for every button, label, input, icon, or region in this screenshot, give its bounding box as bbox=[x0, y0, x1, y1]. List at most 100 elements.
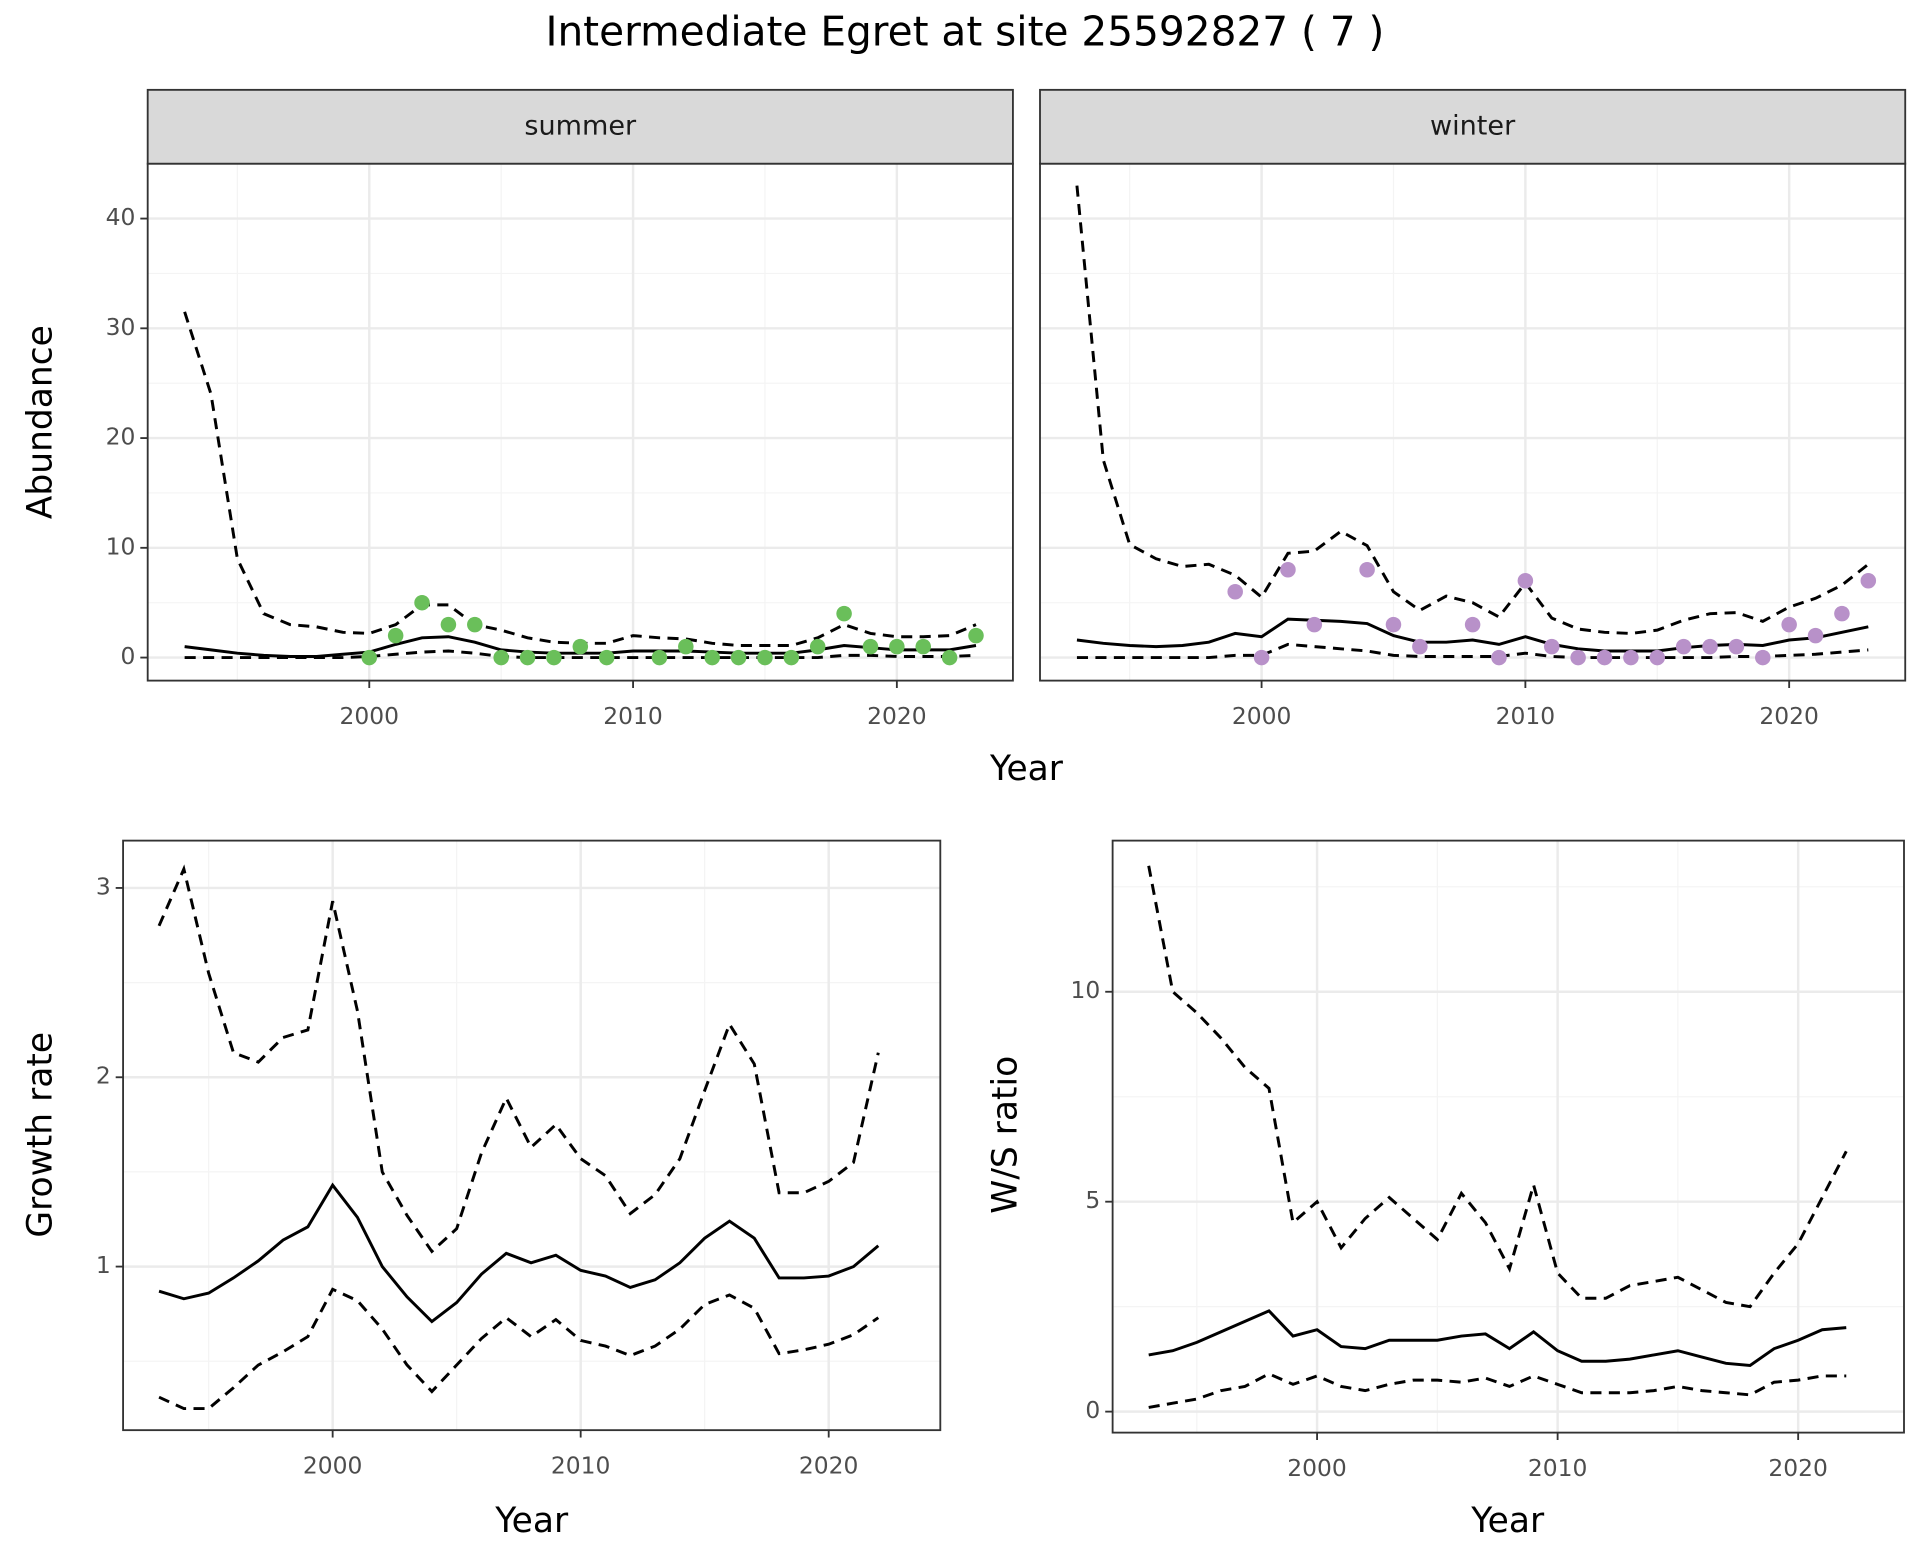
point bbox=[915, 638, 931, 655]
y-tick-label: 0 bbox=[121, 642, 136, 670]
point bbox=[1755, 649, 1771, 666]
point bbox=[889, 638, 905, 655]
x-tick-label: 2020 bbox=[1768, 1454, 1828, 1482]
point bbox=[1596, 649, 1613, 666]
interval-line bbox=[1076, 642, 1869, 660]
point bbox=[651, 649, 668, 666]
point bbox=[467, 616, 483, 633]
facet-strip bbox=[1039, 88, 1907, 165]
y-tick-label: 10 bbox=[106, 532, 136, 560]
point bbox=[1807, 627, 1824, 644]
y-tick-label: 1 bbox=[96, 1251, 111, 1279]
panel: 2000 2010 2020 0 5 10 Year W/S ratio bbox=[985, 839, 1905, 1541]
y-tick-label: 5 bbox=[1085, 1186, 1100, 1214]
y-tick-label: 0 bbox=[1085, 1396, 1100, 1424]
figure-title: Intermediate Egret at site 25592827 ( 7 … bbox=[545, 7, 1384, 55]
y-tick-label: 40 bbox=[106, 203, 136, 231]
point bbox=[862, 638, 879, 655]
point bbox=[1675, 638, 1692, 655]
y-axis-title: Growth rate bbox=[20, 1032, 60, 1238]
point bbox=[1543, 638, 1560, 655]
x-tick-label: 2010 bbox=[551, 1452, 611, 1480]
interval-line bbox=[158, 1287, 880, 1411]
point bbox=[757, 649, 773, 666]
x-tick-label: 2000 bbox=[1232, 702, 1292, 730]
point bbox=[1860, 572, 1877, 589]
plot-background bbox=[123, 840, 941, 1431]
point bbox=[678, 638, 694, 655]
point bbox=[1649, 649, 1666, 666]
point bbox=[1781, 616, 1797, 633]
panel: 2000 2010 2020 winter bbox=[1039, 88, 1907, 730]
point bbox=[1728, 638, 1745, 655]
point bbox=[572, 638, 589, 655]
point bbox=[598, 649, 615, 666]
panel: 2000 2010 2020 0 10 20 30 40 summer Year Abundance bbox=[20, 88, 1064, 789]
point bbox=[1517, 572, 1534, 589]
point bbox=[546, 649, 562, 666]
point bbox=[1834, 605, 1850, 622]
point bbox=[1306, 616, 1323, 633]
plot-background bbox=[147, 163, 1013, 681]
facet-label: winter bbox=[1430, 110, 1516, 141]
panel: 2000 2010 2020 1 2 3 Year Growth rate bbox=[20, 839, 942, 1541]
point bbox=[387, 627, 404, 644]
plot-background bbox=[1112, 840, 1904, 1433]
panel-border bbox=[1111, 839, 1905, 1434]
y-tick-label: 20 bbox=[106, 423, 136, 451]
point bbox=[941, 649, 958, 666]
x-axis-title: Year bbox=[989, 749, 1064, 789]
panel-border bbox=[122, 839, 942, 1432]
point bbox=[440, 616, 457, 633]
point bbox=[493, 649, 509, 666]
x-tick-label: 2010 bbox=[603, 702, 662, 730]
point bbox=[1280, 562, 1296, 578]
point bbox=[1253, 649, 1270, 666]
point bbox=[1491, 649, 1507, 666]
point bbox=[414, 594, 430, 611]
x-tick-label: 2000 bbox=[303, 1452, 363, 1480]
point bbox=[1227, 583, 1243, 600]
point bbox=[1623, 649, 1639, 666]
interval-line bbox=[1075, 185, 1870, 635]
facet-label: summer bbox=[524, 110, 637, 141]
point bbox=[968, 627, 984, 644]
y-axis-title: Abundance bbox=[20, 325, 60, 519]
mean-line bbox=[158, 1182, 880, 1324]
x-axis-title: Year bbox=[494, 1501, 569, 1541]
y-tick-label: 30 bbox=[106, 313, 136, 341]
plot-background bbox=[1040, 163, 1906, 681]
x-tick-label: 2010 bbox=[1528, 1454, 1588, 1482]
interval-line bbox=[1148, 1372, 1847, 1409]
y-tick-label: 2 bbox=[96, 1062, 111, 1090]
point bbox=[519, 649, 536, 666]
x-tick-label: 2000 bbox=[1287, 1454, 1347, 1482]
point bbox=[1464, 616, 1481, 633]
mean-line bbox=[1148, 1309, 1847, 1367]
point bbox=[704, 649, 720, 666]
interval-line bbox=[1147, 865, 1848, 1309]
point bbox=[361, 649, 378, 666]
x-tick-label: 2020 bbox=[799, 1452, 859, 1480]
point bbox=[809, 638, 826, 655]
y-axis-title: W/S ratio bbox=[985, 1056, 1025, 1214]
x-tick-label: 2020 bbox=[867, 702, 927, 730]
point bbox=[1570, 649, 1586, 666]
point bbox=[1702, 638, 1718, 655]
interval-line bbox=[157, 864, 880, 1254]
y-tick-label: 10 bbox=[1071, 976, 1101, 1004]
point bbox=[1385, 616, 1402, 633]
x-tick-label: 2000 bbox=[340, 702, 400, 730]
x-tick-label: 2020 bbox=[1759, 702, 1819, 730]
point bbox=[783, 649, 800, 666]
point bbox=[730, 649, 747, 666]
x-tick-label: 2010 bbox=[1496, 702, 1556, 730]
point bbox=[1412, 638, 1428, 655]
facet-strip bbox=[146, 88, 1014, 165]
x-axis-title: Year bbox=[1470, 1501, 1545, 1541]
point bbox=[836, 605, 852, 622]
y-tick-label: 3 bbox=[96, 872, 111, 900]
interval-line bbox=[184, 649, 977, 660]
point bbox=[1359, 562, 1375, 578]
